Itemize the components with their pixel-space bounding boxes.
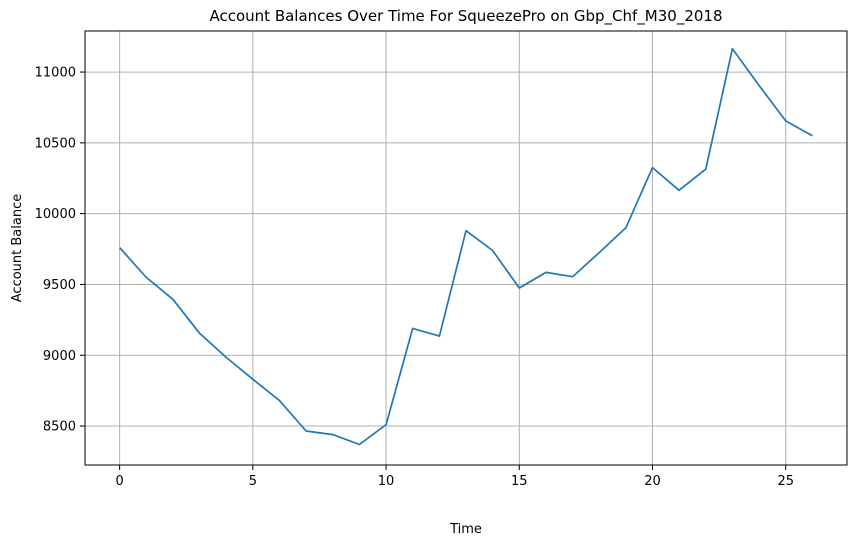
y-tick-label: 11000 [35,66,76,81]
x-tick-label: 15 [511,474,528,489]
y-tick-label: 10000 [35,207,76,222]
chart-title: Account Balances Over Time For SqueezePr… [209,7,722,26]
y-tick-label: 9000 [43,349,76,364]
x-tick-label: 25 [777,474,794,489]
x-tick-label: 10 [378,474,395,489]
x-axis-ticks: 0 5 10 15 20 25 [115,465,794,489]
y-tick-label: 8500 [43,420,76,435]
x-tick-label: 5 [249,474,257,489]
x-tick-label: 0 [115,474,123,489]
series-layer [118,47,813,446]
x-axis-label: Time [449,522,482,537]
series-line [118,47,813,446]
y-axis-label: Account Balance [10,194,25,302]
plot-frame [84,30,848,466]
y-axis-ticks: 8500 9000 9500 10000 10500 11000 [35,66,85,435]
grid-lines [85,31,847,465]
x-tick-label: 20 [644,474,661,489]
y-tick-label: 9500 [43,278,76,293]
y-tick-label: 10500 [35,136,76,151]
